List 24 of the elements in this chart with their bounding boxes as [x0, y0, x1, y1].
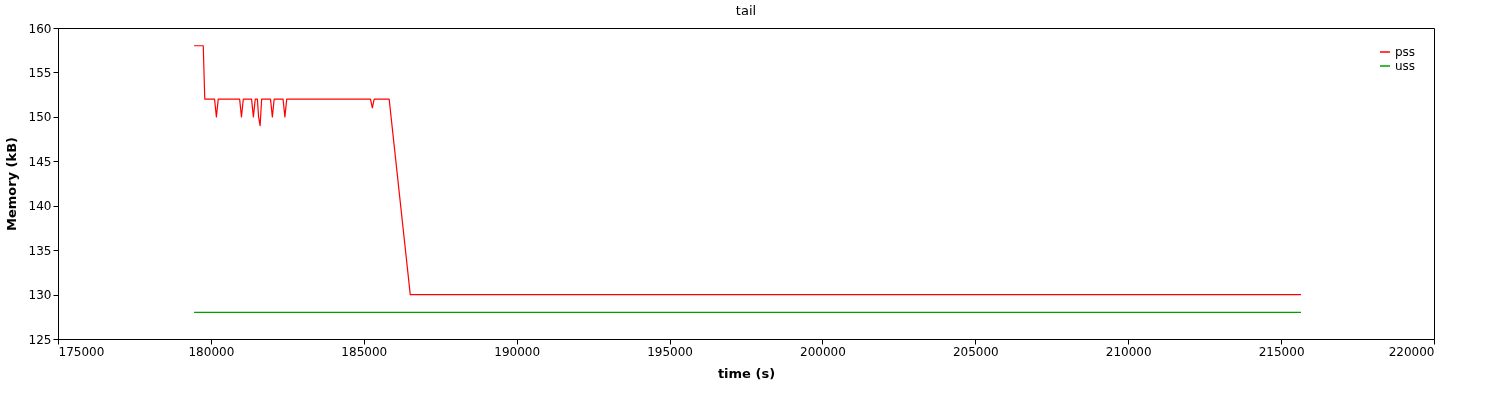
chart-title: tail [735, 3, 757, 18]
y-tick-label: 135 [28, 243, 52, 258]
line-series [193, 45, 1302, 296]
x-tick-label: 190000 [494, 344, 541, 359]
y-tick-label: 125 [28, 332, 52, 347]
x-tick-label: 205000 [952, 344, 999, 359]
x-tick-label: 220000 [1388, 344, 1435, 359]
x-tick-label: 175000 [58, 344, 105, 359]
y-tick-label: 145 [28, 154, 52, 169]
x-axis-title: time (s) [717, 365, 776, 381]
x-tick-label: 215000 [1258, 344, 1305, 359]
y-tick-label: 130 [28, 288, 52, 303]
x-tick-label: 185000 [341, 344, 388, 359]
x-tick-label: 200000 [800, 344, 846, 359]
y-tick-label: 150 [28, 110, 52, 125]
legend-label: pss [1395, 45, 1416, 59]
y-tick-label: 155 [28, 65, 52, 80]
x-tick-label: 210000 [1105, 344, 1152, 359]
x-tick-label: 180000 [188, 344, 235, 359]
y-tick-label: 140 [28, 199, 52, 214]
y-tick-label: 160 [28, 21, 52, 36]
x-tick-label: 195000 [647, 344, 693, 359]
y-axis-title: Memory (kB) [3, 136, 19, 232]
legend-label: uss [1395, 59, 1416, 73]
